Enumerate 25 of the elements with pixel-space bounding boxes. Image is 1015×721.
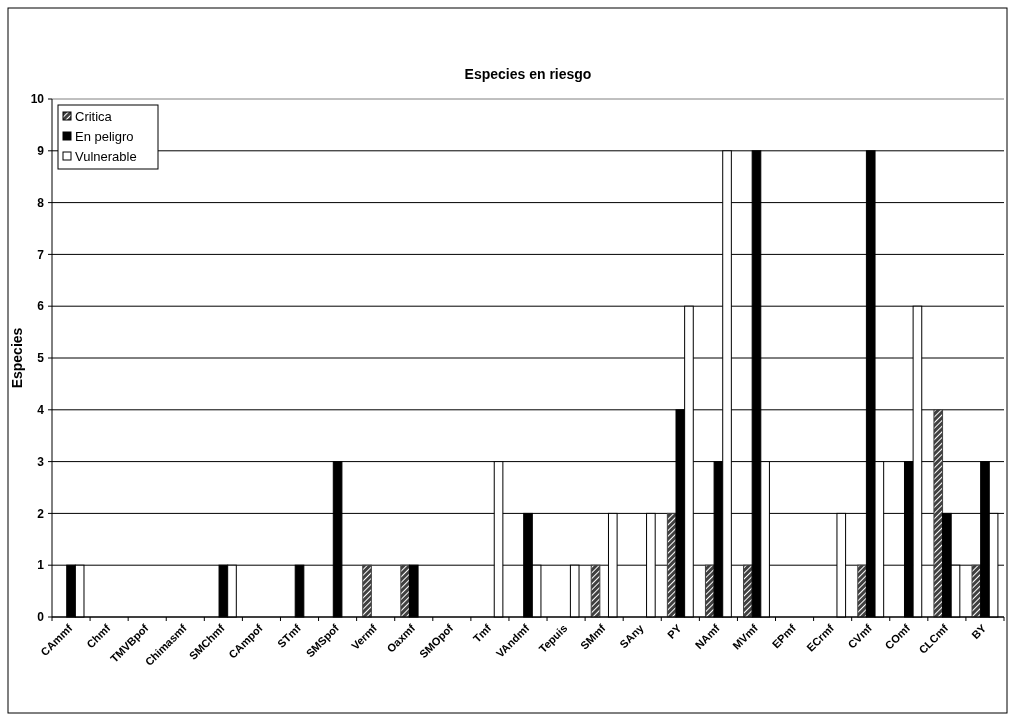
y-tick-label: 7 [37,247,45,262]
y-tick-label: 1 [37,558,45,573]
y-tick-label: 5 [37,351,45,366]
y-tick-label: 3 [37,454,45,469]
bar [857,564,867,618]
y-tick-label: 10 [30,92,45,107]
legend-label: Vulnerable [75,148,137,164]
y-tick-label: 9 [37,144,45,158]
y-axis-title: Especies [9,327,25,389]
x-tick-label: BY [969,621,989,642]
bar [933,409,944,618]
bar [971,564,982,618]
bar [743,564,753,618]
chart-title: Especies en riesgo [464,66,592,82]
y-tick-label: 8 [37,195,45,210]
x-tick-label: PY [664,621,685,641]
y-tick-label: 4 [37,403,45,417]
y-tick-label: 2 [37,506,45,521]
legend-label: Critica [75,108,113,124]
bar [400,564,410,618]
y-tick-label: 6 [37,299,45,314]
y-tick-label: 0 [37,610,45,625]
bar [590,564,601,618]
legend-label: En peligro [75,128,134,144]
bar [362,564,372,618]
